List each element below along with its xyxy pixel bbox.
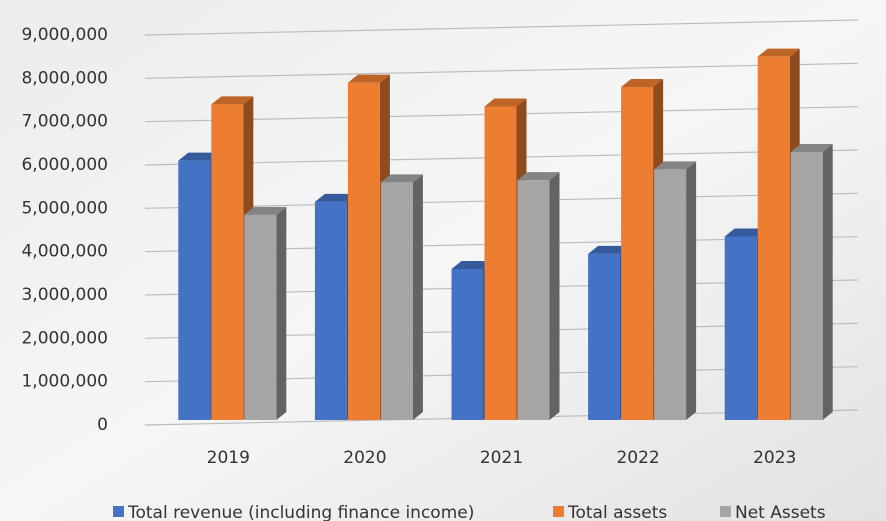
bar [588,253,621,420]
bar [654,169,687,420]
bar [484,106,517,420]
y-tick-label: 1,000,000 [21,372,108,392]
bar-top [517,172,560,181]
bar [347,82,380,421]
y-tick-label: 5,000,000 [21,198,108,218]
bar [380,182,413,420]
bar-top [244,206,287,215]
y-tick-label: 4,000,000 [21,242,108,262]
x-tick-label: 2020 [343,448,386,468]
bar-top [757,48,800,57]
y-tick-label: 2,000,000 [21,328,108,348]
bar-side [412,174,423,420]
bar-top [724,228,767,237]
y-tick-label: 6,000,000 [21,155,108,175]
bar [451,269,484,420]
bar-top [654,161,697,170]
bar-top [484,98,527,107]
bar [314,201,347,420]
y-tick-label: 3,000,000 [21,285,108,305]
bar-top [314,193,357,202]
grid-line [144,62,859,79]
bar-top [451,261,494,269]
x-tick-label: 2022 [616,448,659,468]
legend-swatch [113,506,124,517]
legend-swatch [720,506,731,517]
grid-line [144,19,859,36]
bar-side [549,172,560,420]
y-tick-label: 9,000,000 [21,25,108,45]
bar-top [621,79,664,87]
legend-label: Total revenue (including finance income) [127,503,474,521]
bar-side [276,206,287,420]
x-tick-label: 2019 [207,448,250,468]
bar [517,180,550,420]
bar [757,56,790,421]
bar [244,214,277,420]
bar [790,152,823,420]
legend-swatch [553,506,564,517]
bar-top [178,152,221,161]
y-tick-label: 8,000,000 [21,68,108,88]
bar [724,236,757,420]
x-tick-label: 2021 [480,448,523,468]
legend-label: Total assets [567,503,667,521]
bar-top [347,74,390,83]
y-tick-label: 7,000,000 [21,112,108,132]
bar-top [790,144,833,152]
bar-top [588,245,631,254]
y-tick-label: 0 [97,415,108,435]
bar-side [822,144,833,420]
bar [211,104,244,420]
x-tick-label: 2023 [753,448,796,468]
bar-top [211,96,254,105]
bar [621,87,654,420]
legend-label: Net Assets [735,503,826,521]
bar-top [380,174,423,183]
bar-side [686,161,697,421]
bar [178,160,211,420]
